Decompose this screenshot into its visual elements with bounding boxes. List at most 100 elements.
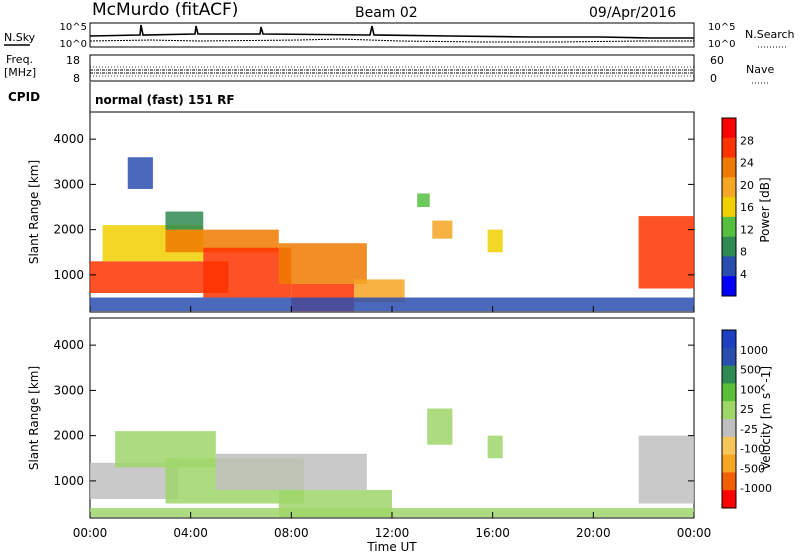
power-colorbar-tick-3: 16 [740, 201, 754, 214]
power-ytick-label-2: 2000 [53, 223, 84, 237]
power-region-13 [90, 297, 694, 312]
power-region-3 [203, 247, 292, 298]
noise-search-trace [89, 38, 694, 43]
noise-sky-trace [89, 24, 694, 39]
power-y-axis: 4000 3000 2000 1000 [53, 132, 694, 282]
power-ytick-label-1: 3000 [53, 177, 84, 191]
power-colorbar-block-5 [722, 216, 736, 238]
velocity-panel: 4000 3000 2000 1000 Slant Range [km] 00:00 0… [27, 306, 711, 554]
freq-left-tick-top: 18 [66, 54, 80, 67]
time-xtick-label-1: 04:00 [173, 526, 208, 540]
velocity-region-5 [427, 408, 453, 445]
power-colorbar-tick-0: 28 [740, 134, 754, 147]
power-region-12 [638, 216, 694, 289]
velocity-colorbar-tick-2: 100 [740, 383, 761, 396]
power-region-2 [165, 229, 279, 253]
power-region-7 [165, 211, 204, 230]
freq-panel [89, 54, 695, 82]
velocity-ytick-label-1: 3000 [53, 383, 84, 397]
velocity-colorbar: 1000 500 100 25 -25 -100 -500 -1000 Velocity [m… [721, 329, 773, 509]
velocity-colorbar-block-4 [722, 401, 736, 420]
velocity-colorbar-tick-0: 1000 [740, 344, 768, 357]
power-region-6 [354, 279, 405, 303]
time-xtick-label-4: 16:00 [475, 526, 510, 540]
velocity-colorbar-tick-6: -500 [740, 462, 765, 475]
power-region-9 [432, 220, 453, 239]
power-region-11 [487, 229, 503, 253]
velocity-xlabel: Time UT [366, 540, 417, 554]
velocity-colorbar-block-5 [722, 419, 736, 438]
velocity-y-axis: 4000 3000 2000 1000 [53, 338, 694, 488]
power-colorbar-label: Power [dB] [758, 177, 772, 242]
velocity-colorbar-block-9 [722, 490, 736, 509]
freq-left-tick-bottom: 8 [73, 72, 80, 85]
velocity-colorbar-block-7 [722, 454, 736, 473]
cpid-text: normal (fast) 151 RF [95, 93, 235, 107]
power-region-5 [278, 243, 367, 284]
velocity-ytick-label-3: 1000 [53, 474, 84, 488]
velocity-colorbar-tick-4: -25 [740, 423, 758, 436]
power-colorbar-tick-5: 8 [740, 246, 747, 259]
power-colorbar-block-7 [722, 256, 736, 277]
freq-label-line2: [MHz] [4, 66, 36, 79]
noise-right-label: N.Search [745, 28, 795, 41]
velocity-region-3 [215, 453, 367, 490]
velocity-region-6 [487, 435, 503, 459]
time-xtick-label-3: 12:00 [375, 526, 410, 540]
velocity-colorbar-tick-7: -1000 [740, 482, 772, 495]
power-region-8 [127, 157, 153, 189]
power-colorbar-block-8 [722, 276, 736, 297]
velocity-colorbar-block-1 [722, 347, 736, 367]
velocity-colorbar-block-3 [722, 383, 736, 402]
power-colorbar-block-2 [722, 157, 736, 178]
nave-label: Nave [746, 63, 774, 76]
power-colorbar-tick-4: 12 [740, 223, 754, 236]
time-xtick-label-6: 00:00 [677, 526, 712, 540]
power-colorbar-block-1 [722, 137, 736, 159]
beam-title: Beam 02 [355, 5, 418, 21]
noise-left-tick-bottom: 10^0 [60, 39, 87, 50]
velocity-colorbar-block-2 [722, 365, 736, 384]
power-ylabel: Slant Range [km] [27, 160, 41, 264]
noise-left-label: N.Sky [4, 31, 36, 44]
time-xtick-label-5: 20:00 [576, 526, 611, 540]
power-panel: 4000 3000 2000 1000 Slant Range [km] [27, 111, 695, 313]
power-ytick-label-3: 1000 [53, 268, 84, 282]
power-ytick-label-0: 4000 [53, 132, 84, 146]
power-colorbar-tick-6: 4 [740, 268, 747, 281]
station-title: McMurdo (fitACF) [92, 0, 238, 20]
time-xtick-label-0: 00:00 [73, 526, 108, 540]
velocity-colorbar-block-0 [722, 330, 736, 349]
freq-trace [90, 69, 694, 74]
power-colorbar-block-4 [722, 197, 736, 218]
cpid-label: CPID [8, 90, 40, 104]
velocity-region-7 [638, 435, 694, 504]
power-colorbar-frame [721, 117, 737, 297]
power-colorbar-block-0 [722, 118, 736, 139]
power-colorbar-tick-2: 20 [740, 179, 754, 192]
power-colorbar-block-6 [722, 236, 736, 257]
velocity-colorbar-tick-5: -100 [740, 443, 765, 456]
power-heatmap [90, 157, 694, 312]
date-title: 09/Apr/2016 [589, 5, 676, 21]
noise-left-tick-top: 10^5 [60, 22, 87, 33]
velocity-colorbar-block-8 [722, 472, 736, 491]
velocity-ylabel: Slant Range [km] [27, 366, 41, 470]
power-colorbar-tick-1: 24 [740, 157, 754, 170]
time-xtick-label-2: 08:00 [274, 526, 309, 540]
nave-trace [90, 66, 694, 77]
velocity-colorbar-block-6 [722, 436, 736, 456]
velocity-colorbar-label: Velocity [m s^-1] [759, 366, 773, 470]
velocity-colorbar-tick-3: 25 [740, 403, 754, 416]
noise-right-tick-top: 10^5 [708, 22, 735, 33]
freq-label-line1: Freq. [6, 53, 33, 66]
noise-panel [89, 22, 695, 48]
nave-right-tick-top: 60 [710, 54, 724, 67]
nave-right-tick-bottom: 0 [710, 72, 717, 85]
velocity-colorbar-frame [721, 329, 737, 509]
noise-right-tick-bottom: 10^0 [708, 39, 735, 50]
power-colorbar-block-3 [722, 177, 736, 198]
velocity-ytick-label-2: 2000 [53, 429, 84, 443]
velocity-ytick-label-0: 4000 [53, 338, 84, 352]
